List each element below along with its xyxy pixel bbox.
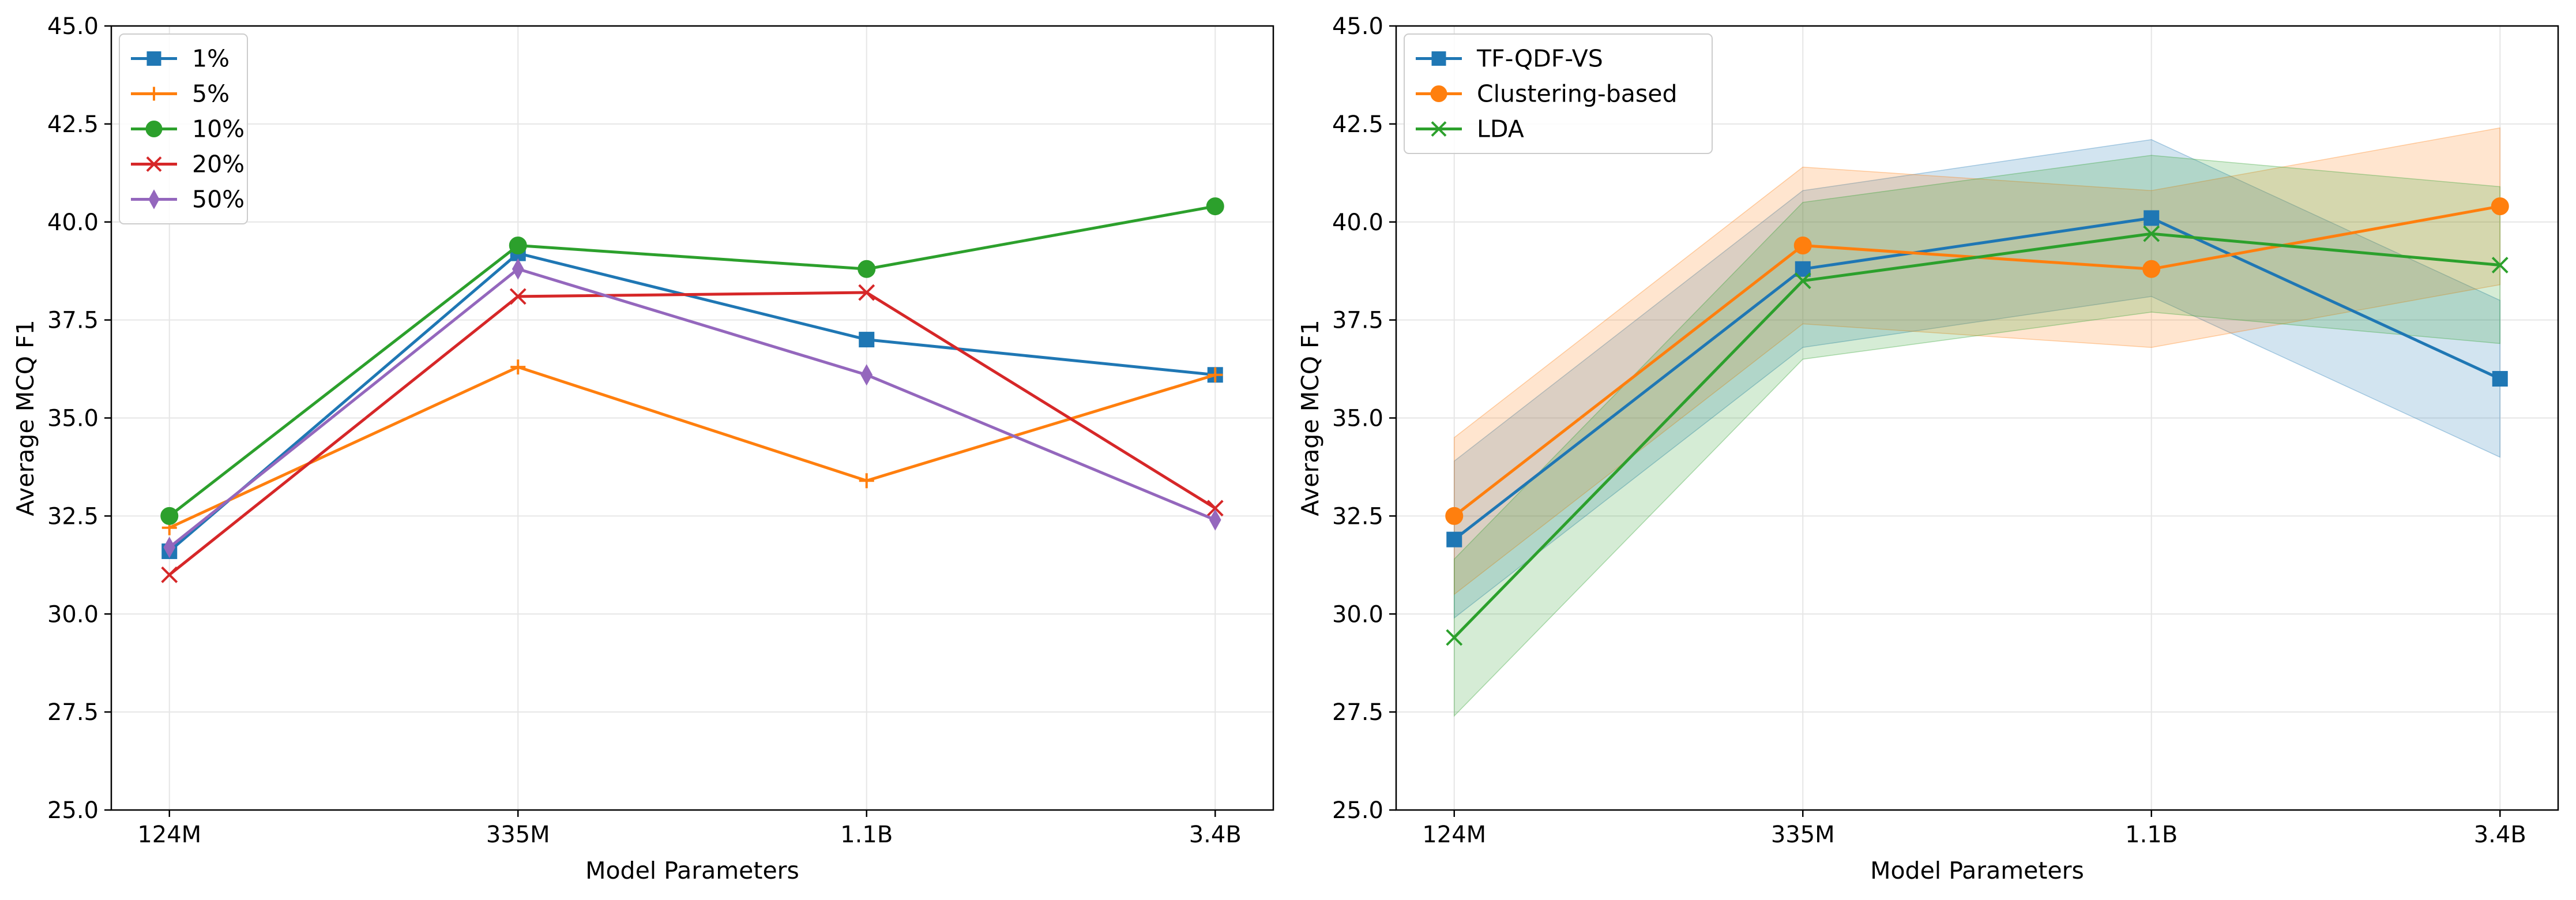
legend-item: 1% (131, 45, 230, 73)
x-tick-label: 3.4B (2474, 822, 2526, 848)
legend: TF-QDF-VS Clustering-based LDA (1404, 33, 1713, 154)
data-point (2491, 197, 2509, 216)
data-point (1206, 197, 1224, 216)
y-tick-label: 27.5 (47, 699, 99, 726)
legend-box (1404, 33, 1713, 154)
data-point (1209, 509, 1221, 531)
y-tick-label: 35.0 (47, 406, 99, 432)
legend-marker (147, 87, 161, 101)
data-point (1208, 367, 1223, 382)
y-tick-label: 45.0 (47, 13, 99, 40)
legend-label: 5% (192, 80, 230, 108)
legend-label: 50% (192, 186, 245, 213)
x-tick-label: 3.4B (1189, 822, 1242, 848)
series-line (168, 205, 1216, 518)
chart-right: 25.0 27.5 30.0 32.5 35.0 37.5 40.0 42.5 45.0 124M… (1296, 13, 2559, 884)
legend-label: TF-QDF-VS (1476, 45, 1603, 73)
data-point (160, 507, 179, 525)
legend-box (119, 33, 248, 224)
series-line (168, 365, 1216, 530)
x-tick-label: 1.1B (840, 822, 893, 848)
series-line (168, 291, 1216, 576)
x-axis-title: Model Parameters (585, 857, 799, 884)
data-point (163, 537, 176, 558)
legend-marker (146, 51, 161, 66)
y-tick-label: 35.0 (1332, 406, 1383, 432)
y-tick-label: 40.0 (1332, 209, 1383, 236)
y-tick-label: 42.5 (1332, 111, 1383, 138)
y-tick-label: 42.5 (47, 111, 99, 138)
data-point (2143, 210, 2160, 226)
data-point (509, 237, 527, 255)
legend-label: 10% (192, 115, 245, 143)
y-tick-label: 30.0 (47, 601, 99, 628)
x-tick-label: 335M (486, 822, 550, 848)
x-tick-label: 1.1B (2125, 822, 2178, 848)
legend-item: 50% (131, 186, 245, 213)
y-tick-label: 45.0 (1332, 13, 1383, 40)
data-point (1445, 507, 1464, 525)
confidence-band (1454, 127, 2500, 595)
series-line (1453, 232, 2500, 639)
legend-label: Clustering-based (1477, 80, 1677, 108)
x-tick-label: 335M (1771, 822, 1835, 848)
legend-item: TF-QDF-VS (1416, 45, 1603, 73)
legend: 1% 5% 10% 20% 50% (119, 33, 248, 224)
legend-item: Clustering-based (1416, 80, 1677, 108)
data-point (858, 260, 876, 278)
series-line (1453, 216, 2501, 541)
y-tick-label: 40.0 (47, 209, 99, 236)
data-point (1206, 500, 1224, 517)
data-point (1793, 237, 1812, 255)
data-point (2491, 257, 2509, 273)
y-tick-label: 30.0 (1332, 601, 1383, 628)
data-point (860, 364, 873, 386)
data-point (2492, 371, 2508, 387)
confidence-band (1454, 155, 2500, 717)
data-point (510, 359, 526, 375)
legend-label: 1% (192, 45, 230, 73)
series-line (168, 267, 1216, 549)
data-point (858, 284, 875, 301)
legend-label: LDA (1477, 115, 1524, 143)
legend-marker (145, 121, 163, 137)
data-point (512, 258, 524, 280)
data-point (1795, 261, 1811, 277)
y-tick-label: 32.5 (1332, 503, 1383, 530)
y-tick-label: 25.0 (47, 797, 99, 824)
chart-left: 25.0 27.5 30.0 32.5 35.0 37.5 40.0 42.5 45.0 124M… (12, 13, 1274, 884)
legend-label: 20% (192, 151, 245, 178)
data-point (859, 332, 875, 348)
data-point (161, 566, 178, 583)
data-point (1446, 531, 1462, 548)
x-tick-label: 124M (1422, 822, 1486, 848)
legend-marker (148, 189, 160, 209)
legend-item: 10% (131, 115, 245, 143)
legend-marker (1431, 121, 1447, 137)
legend-item: LDA (1416, 115, 1524, 143)
data-point (509, 288, 527, 305)
data-point (1446, 629, 1463, 646)
data-point (2143, 225, 2160, 242)
data-point (859, 473, 874, 489)
y-tick-label: 37.5 (47, 308, 99, 334)
y-tick-label: 25.0 (1332, 797, 1383, 824)
y-axis-title: Average MCQ F1 (12, 320, 39, 516)
y-tick-label: 37.5 (1332, 308, 1383, 334)
x-axis-title: Model Parameters (1870, 857, 2084, 884)
y-axis-title: Average MCQ F1 (1296, 320, 1324, 516)
legend-item: 5% (131, 80, 230, 108)
legend-marker (1430, 85, 1447, 102)
data-point (2142, 260, 2161, 278)
legend-marker (146, 156, 162, 172)
series-line (168, 252, 1216, 553)
legend-item: 20% (131, 151, 245, 178)
legend-marker (1431, 51, 1446, 66)
x-tick-label: 124M (137, 822, 201, 848)
y-tick-label: 27.5 (1332, 699, 1383, 726)
y-tick-label: 32.5 (47, 503, 99, 530)
data-point (1794, 272, 1811, 290)
